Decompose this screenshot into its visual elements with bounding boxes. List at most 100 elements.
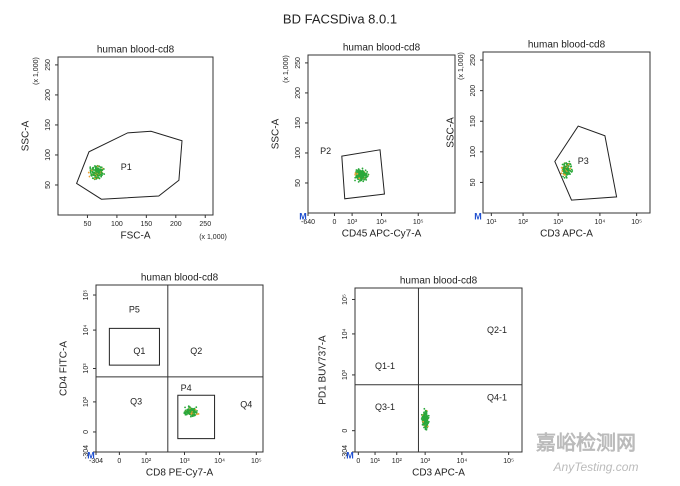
- x-tick-label: 10²: [392, 458, 403, 465]
- x-tick-label: 10⁴: [595, 219, 606, 226]
- event-dot: [359, 179, 361, 182]
- event-dot: [367, 173, 370, 176]
- y-tick-label: -304: [342, 445, 349, 459]
- event-dot: [562, 166, 565, 169]
- event-dot: [363, 174, 366, 177]
- plot-frame: [57, 56, 214, 216]
- gate-label: Q3: [130, 396, 142, 406]
- event-dot: [568, 172, 571, 174]
- event-dot: [569, 165, 572, 168]
- gate-label: Q4-1: [487, 392, 507, 402]
- x-tick-label: 10³: [553, 219, 564, 226]
- event-dot: [197, 413, 200, 415]
- event-dot: [357, 171, 359, 173]
- y-tick-label: 50: [45, 181, 52, 189]
- event-dot: [425, 428, 428, 431]
- gate: [108, 327, 160, 366]
- event-dot: [103, 173, 106, 175]
- event-dot: [100, 171, 103, 174]
- y-tick-label: 10³: [342, 369, 349, 380]
- event-dot: [365, 173, 368, 175]
- event-dot: [354, 173, 357, 176]
- x-tick-label: 0: [356, 458, 360, 465]
- event-dot: [424, 422, 427, 425]
- y-tick-label: -304: [83, 445, 90, 459]
- y-tick-label: 0: [342, 429, 349, 433]
- event-dot: [92, 166, 95, 169]
- event-dot: [564, 174, 566, 176]
- event-dot: [195, 411, 197, 414]
- event-dot: [361, 175, 364, 178]
- event-dot: [189, 415, 192, 418]
- gate-label: P1: [121, 162, 132, 172]
- event-dot: [100, 175, 103, 178]
- event-dot: [91, 168, 94, 171]
- event-dot: [569, 162, 572, 165]
- event-dot: [570, 168, 573, 171]
- gate-label: Q1-1: [375, 361, 395, 371]
- event-dot: [91, 177, 94, 180]
- event-dot: [361, 172, 364, 175]
- event-dot: [357, 173, 360, 175]
- event-dot: [567, 173, 570, 175]
- event-dot: [358, 177, 361, 180]
- x-tick-label: 10⁵: [631, 219, 642, 226]
- y-axis-label: SSC-A: [271, 118, 282, 149]
- event-dot: [90, 174, 92, 176]
- y-tick-label: 250: [45, 59, 52, 71]
- y-scale: (x 1,000): [458, 52, 465, 80]
- gate: [341, 149, 385, 200]
- event-dot: [102, 168, 105, 170]
- y-axis-label: CD4 FITC-A: [59, 341, 70, 396]
- event-dot: [356, 169, 359, 172]
- x-tick-label: 10⁵: [413, 219, 424, 226]
- x-tick-label: -304: [89, 458, 103, 465]
- gate-label: Q1: [133, 346, 145, 356]
- x-tick-label: 10²: [518, 219, 529, 226]
- y-axis-label: SSC-A: [446, 117, 457, 148]
- plot-title: human blood-cd8: [141, 273, 219, 284]
- x-tick-label: 50: [84, 221, 92, 228]
- marker: M: [87, 450, 95, 460]
- x-tick-label: 10⁵: [503, 458, 514, 465]
- marker: M: [346, 450, 354, 460]
- event-dot: [427, 422, 429, 425]
- gate-label: Q2: [190, 346, 202, 356]
- event-dot: [361, 178, 364, 181]
- y-tick-label: 10⁴: [83, 325, 90, 336]
- event-dot: [188, 409, 190, 412]
- x-tick-label: 10⁴: [456, 458, 467, 465]
- y-tick-label: 10²: [83, 396, 90, 407]
- event-dot: [366, 175, 369, 178]
- plot-title: human blood-cd8: [400, 276, 478, 287]
- plot-frame: [482, 51, 651, 214]
- x-tick-label: 10⁴: [214, 458, 225, 465]
- event-dot: [362, 170, 365, 173]
- event-dot: [366, 170, 369, 173]
- event-dot: [92, 169, 95, 171]
- x-axis-label: CD45 APC-Cy7-A: [342, 229, 422, 240]
- event-dot: [569, 170, 572, 173]
- x-tick-label: 10³: [347, 219, 358, 226]
- x-tick-label: 150: [141, 221, 153, 228]
- gate: [75, 130, 183, 200]
- x-tick-label: 10²: [141, 458, 152, 465]
- app-title: BD FACSDiva 8.0.1: [283, 11, 397, 26]
- gate-label: Q4: [240, 400, 252, 410]
- event-dot: [565, 163, 568, 165]
- event-dot: [99, 169, 102, 171]
- x-axis-label: CD8 PE-Cy7-A: [146, 468, 214, 479]
- event-dot: [362, 180, 365, 183]
- event-dot: [565, 167, 568, 170]
- y-tick-label: 200: [470, 85, 477, 97]
- event-dot: [565, 165, 567, 168]
- event-dot: [563, 176, 566, 179]
- event-dot: [560, 166, 563, 169]
- event-dot: [356, 172, 359, 175]
- event-dot: [94, 174, 97, 177]
- event-dot: [97, 176, 100, 179]
- event-dot: [424, 427, 427, 430]
- event-dot: [89, 172, 92, 174]
- event-dot: [568, 160, 571, 163]
